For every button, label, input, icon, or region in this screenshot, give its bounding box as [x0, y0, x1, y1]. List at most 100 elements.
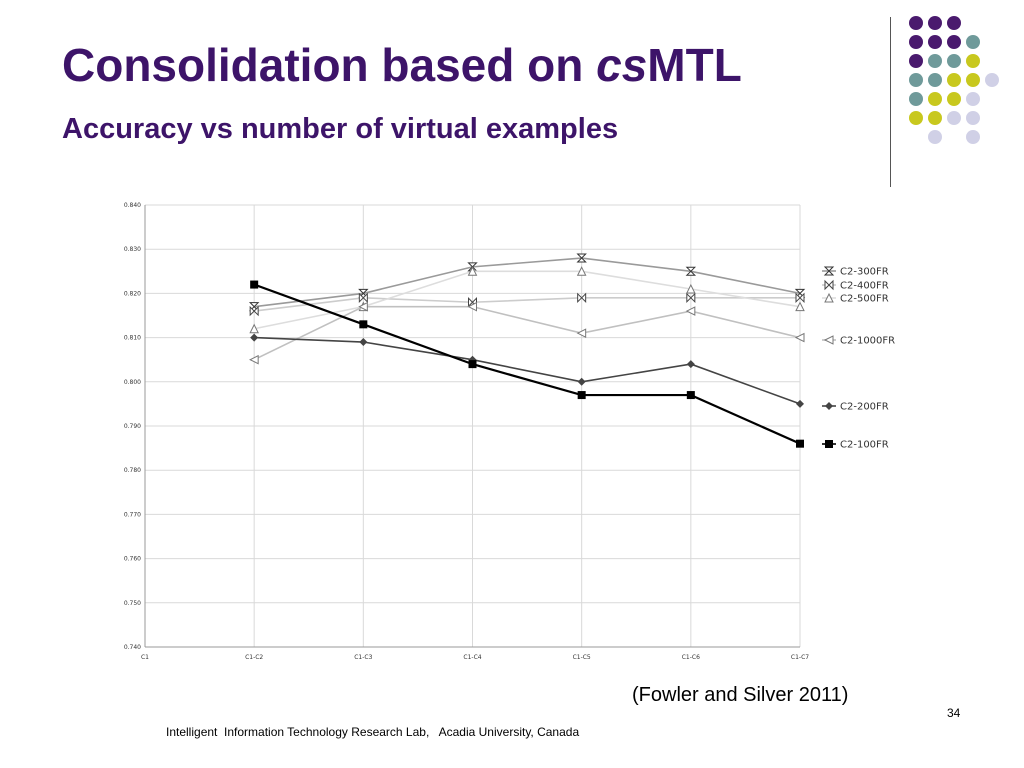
decorative-dot [947, 92, 961, 106]
y-tick-label: 0.750 [124, 600, 141, 607]
data-point [685, 306, 696, 316]
data-point [358, 301, 368, 312]
data-point [359, 320, 368, 329]
decorative-dot [909, 16, 923, 30]
series-line [254, 336, 801, 405]
legend-marker [825, 402, 833, 410]
decorative-dot [947, 73, 961, 87]
data-point [576, 266, 587, 276]
decorative-dot [928, 92, 942, 106]
page-number: 34 [947, 706, 961, 720]
data-point [358, 292, 368, 304]
decorative-dot [966, 54, 980, 68]
data-point [249, 305, 259, 317]
x-tick-label: C1-C3 [354, 654, 372, 661]
slide-subtitle: Accuracy vs number of virtual examples [62, 113, 619, 145]
data-point [795, 292, 805, 304]
footer-text: Intelligent Information Technology Resea… [166, 725, 580, 739]
decorative-dot [909, 54, 923, 68]
decorative-dot [966, 73, 980, 87]
slide-title: Consolidation based on csMTL [62, 42, 742, 88]
data-point [686, 360, 695, 369]
decorative-dot [909, 92, 923, 106]
citation: (Fowler and Silver 2011) [632, 684, 849, 706]
legend-label: C2-1000FR [840, 336, 895, 347]
data-point [468, 360, 477, 369]
y-tick-label: 0.800 [124, 379, 141, 386]
y-tick-label: 0.810 [124, 335, 141, 342]
decorative-dot [966, 35, 980, 49]
series-line [254, 257, 801, 308]
x-tick-label: C1-C7 [791, 654, 809, 661]
data-point [249, 323, 259, 334]
data-point [795, 301, 805, 312]
legend-marker [824, 279, 834, 291]
data-point [249, 354, 259, 365]
data-point [577, 377, 586, 386]
x-tick-label: C1-C5 [573, 654, 591, 661]
legend-label: C2-300FR [840, 267, 889, 278]
accuracy-line-chart: 0.840 0.830 0.820 0.810 0.800 0.790 0.780 0.770… [124, 202, 895, 661]
title-end: MTL [647, 39, 742, 91]
decorative-dot [947, 35, 961, 49]
legend-marker [823, 335, 834, 345]
series-line [253, 283, 801, 445]
x-tick-label: C1-C6 [682, 654, 700, 661]
data-point [686, 292, 696, 304]
decorative-dot [947, 54, 961, 68]
decorative-dot [928, 130, 942, 144]
series-line [254, 297, 800, 312]
legend-label: C2-200FR [840, 402, 889, 413]
data-point [577, 292, 587, 304]
data-point [686, 283, 696, 294]
title-italic: cs [596, 39, 648, 91]
decorative-dot [909, 111, 923, 125]
legend-marker [824, 292, 834, 303]
legend-label: C2-500FR [840, 294, 889, 305]
data-point [468, 355, 477, 364]
decorative-dot [928, 35, 942, 49]
y-tick-label: 0.760 [124, 556, 141, 563]
title-main: Consolidation based on [62, 39, 597, 91]
data-point [796, 399, 804, 408]
decorative-dot [985, 73, 999, 87]
data-point [250, 333, 259, 342]
decorative-dot [947, 16, 961, 30]
title-divider-line [890, 17, 891, 187]
legend-label: C2-400FR [840, 281, 889, 292]
decorative-dot [928, 16, 942, 30]
y-tick-label: 0.840 [124, 202, 141, 209]
series-line [253, 305, 801, 361]
legend-marker [823, 266, 835, 276]
data-point [359, 338, 368, 347]
data-point [467, 266, 478, 276]
x-tick-label: C1-C4 [463, 654, 481, 661]
decorative-dot [928, 54, 942, 68]
data-point [577, 391, 586, 400]
decorative-dot [928, 111, 942, 125]
decorative-dot [909, 73, 923, 87]
data-point [685, 266, 697, 276]
data-point [686, 391, 695, 400]
x-tick-label: C1 [141, 654, 149, 661]
y-tick-label: 0.820 [124, 290, 141, 297]
decorative-dot [947, 111, 961, 125]
series-line [254, 270, 801, 330]
y-tick-label: 0.740 [124, 644, 141, 651]
y-tick-label: 0.790 [124, 423, 141, 430]
data-point [794, 332, 805, 343]
decorative-dot [928, 73, 942, 87]
legend-label: C2-100FR [840, 440, 889, 451]
decorative-dot [966, 92, 980, 106]
decorative-dot [966, 111, 980, 125]
decorative-dot [966, 130, 980, 144]
decorative-dot [909, 35, 923, 49]
decorative-dot-grid [905, 12, 1015, 167]
x-tick-label: C1-C2 [245, 654, 263, 661]
data-point [250, 280, 259, 289]
data-point [576, 253, 587, 263]
data-point [796, 439, 804, 448]
legend-marker [825, 440, 833, 448]
y-tick-label: 0.780 [124, 467, 141, 474]
y-tick-label: 0.770 [124, 511, 141, 518]
